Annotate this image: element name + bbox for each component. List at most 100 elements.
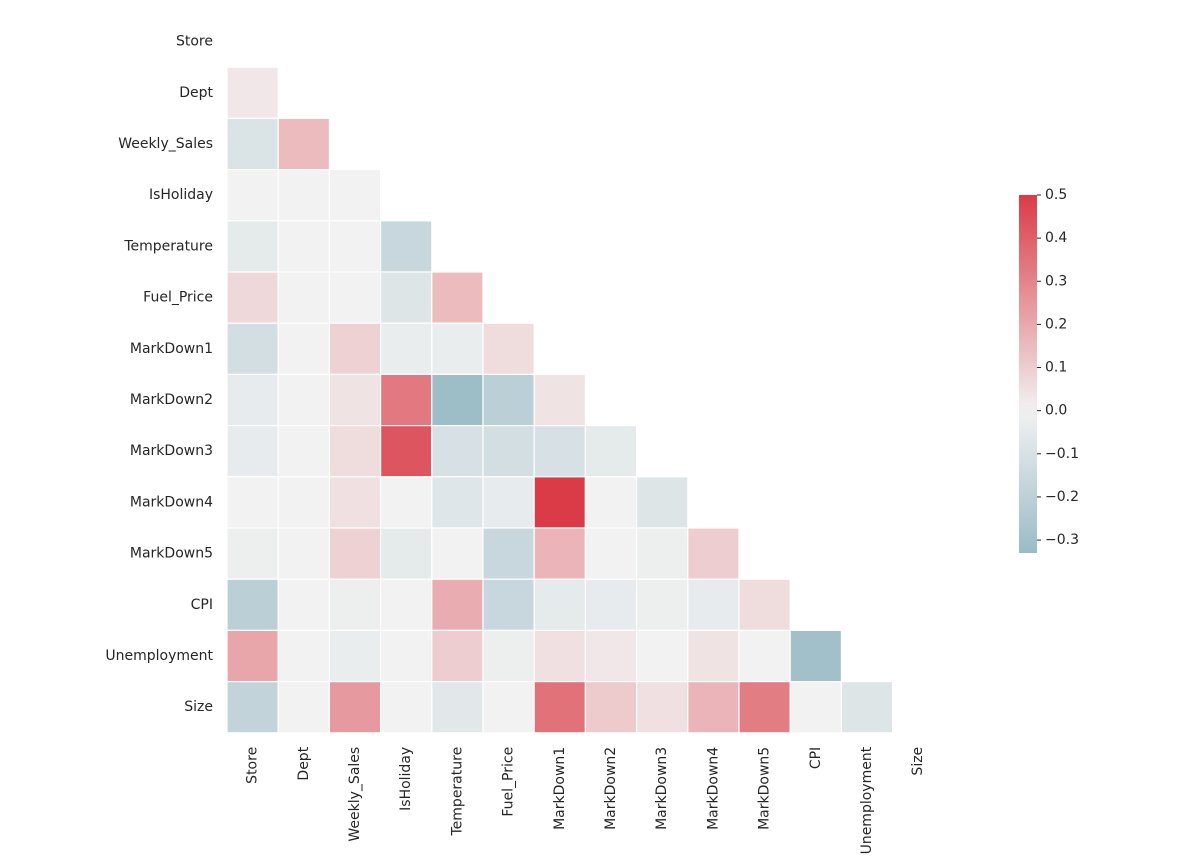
heatmap-cell-cpi-isholiday (380, 578, 433, 632)
heatmap-cell-markdown3-fuel_price (482, 425, 535, 478)
heatmap-cell-markdown5-fuel_price (482, 527, 535, 580)
heatmap-cell-isholiday-store (226, 169, 279, 222)
heatmap-cell-markdown5-store (226, 527, 279, 580)
heatmap-cell-weekly_sales-dept (277, 117, 331, 171)
heatmap-cell-size-markdown5 (738, 680, 791, 734)
heatmap-cell-markdown3-markdown2 (584, 425, 638, 478)
heatmap-cell-markdown2-temperature (431, 373, 484, 427)
heatmap-cell-temperature-dept (277, 220, 331, 273)
colorbar-tick-label: 0.1 (1045, 360, 1067, 376)
y-tick-label: IsHoliday (149, 187, 213, 203)
y-tick-label: Unemployment (105, 648, 213, 664)
x-tick-label: IsHoliday (398, 747, 414, 811)
heatmap-cell-cpi-markdown1 (533, 578, 587, 632)
heatmap-cell-size-temperature (431, 680, 484, 734)
y-tick-label: Dept (179, 85, 213, 101)
heatmap-cell-markdown2-markdown1 (533, 373, 587, 427)
heatmap-cell-isholiday-weekly_sales (328, 169, 382, 222)
x-tick-label: Fuel_Price (501, 747, 517, 817)
heatmap-cell-fuel_price-store (226, 271, 279, 324)
heatmap-cell-cpi-store (226, 578, 279, 632)
colorbar-tick-label: 0.4 (1045, 230, 1067, 246)
heatmap-cell-markdown4-dept (277, 476, 331, 529)
heatmap-cell-cpi-temperature (431, 578, 484, 632)
y-tick-labels: Store Dept Weekly_Sales IsHoliday Temperatur… (105, 34, 213, 716)
heatmap-cell-markdown3-markdown1 (533, 425, 587, 478)
heatmap-cell-markdown4-markdown1 (533, 476, 587, 529)
heatmap-cell-size-dept (277, 680, 331, 734)
heatmap-cell-markdown5-temperature (431, 527, 484, 580)
heatmap-cell-size-markdown3 (635, 680, 689, 734)
x-tick-labels: Store Dept Weekly_Sales IsHoliday Temperatur… (245, 746, 927, 854)
y-tick-label: MarkDown2 (130, 392, 213, 408)
heatmap-cell-unemployment-dept (277, 629, 331, 683)
heatmap-cell-size-isholiday (380, 680, 433, 734)
heatmap-cell-unemployment-markdown1 (533, 629, 587, 683)
heatmap-cell-temperature-isholiday (380, 220, 433, 273)
heatmap-cell-markdown2-dept (277, 373, 331, 427)
heatmap-cell-isholiday-dept (277, 169, 331, 222)
heatmap-cell-markdown3-dept (277, 425, 331, 478)
heatmap-cell-cpi-fuel_price (482, 578, 535, 632)
heatmap-cell-unemployment-markdown4 (687, 629, 740, 683)
heatmap-cell-weekly_sales-store (226, 117, 279, 171)
heatmap-cell-cpi-markdown3 (635, 578, 689, 632)
heatmap-cell-markdown1-weekly_sales (328, 322, 382, 376)
heatmap-cell-markdown5-markdown1 (533, 527, 587, 580)
heatmap-cell-markdown1-fuel_price (482, 322, 535, 376)
heatmap-cell-unemployment-temperature (431, 629, 484, 683)
heatmap-cell-fuel_price-temperature (431, 271, 484, 324)
colorbar-tick-label: 0.5 (1045, 187, 1067, 203)
colorbar-tick-label: −0.1 (1045, 446, 1079, 462)
heatmap-cell-fuel_price-isholiday (380, 271, 433, 324)
heatmap-cell-dept-store (226, 66, 279, 119)
heatmap-cell-markdown4-weekly_sales (328, 476, 382, 529)
y-tick-label: Weekly_Sales (118, 136, 213, 152)
heatmap-cell-unemployment-cpi (789, 629, 843, 683)
colorbar-tick-label: −0.3 (1045, 532, 1079, 548)
x-tick-label: MarkDown5 (757, 747, 773, 830)
heatmap-cell-size-markdown4 (687, 680, 740, 734)
x-tick-label: Temperature (449, 747, 465, 837)
heatmap-cell-markdown5-dept (277, 527, 331, 580)
heatmap-cell-unemployment-fuel_price (482, 629, 535, 683)
heatmap-cell-markdown1-store (226, 322, 279, 376)
heatmap-cell-markdown3-temperature (431, 425, 484, 478)
heatmap-cell-markdown5-weekly_sales (328, 527, 382, 580)
heatmap-cell-markdown3-weekly_sales (328, 425, 382, 478)
heatmap-cell-unemployment-markdown5 (738, 629, 791, 683)
heatmap-cell-markdown4-markdown2 (584, 476, 638, 529)
heatmap-cell-markdown4-temperature (431, 476, 484, 529)
x-tick-label: Size (910, 747, 926, 776)
heatmap-cell-cpi-weekly_sales (328, 578, 382, 632)
colorbar-tick-label: 0.2 (1045, 316, 1067, 332)
y-tick-label: Fuel_Price (143, 290, 213, 306)
colorbar-tick-label: 0.3 (1045, 273, 1067, 289)
heatmap-cell-markdown5-markdown4 (687, 527, 740, 580)
y-tick-label: CPI (191, 597, 213, 613)
colorbar-tick-label: 0.0 (1045, 403, 1067, 419)
heatmap-cell-temperature-store (226, 220, 279, 273)
y-tick-label: Size (184, 699, 213, 715)
heatmap-cell-fuel_price-weekly_sales (328, 271, 382, 324)
heatmap-cell-markdown2-weekly_sales (328, 373, 382, 427)
heatmap-cell-markdown5-markdown3 (635, 527, 689, 580)
heatmap-cell-markdown1-temperature (431, 322, 484, 376)
heatmap-cell-unemployment-weekly_sales (328, 629, 382, 683)
heatmap-cell-markdown4-fuel_price (482, 476, 535, 529)
heatmap-cell-markdown3-store (226, 425, 279, 478)
y-tick-label: Store (176, 34, 213, 50)
heatmap-cell-size-markdown1 (533, 680, 587, 734)
heatmap-cell-size-store (226, 680, 279, 734)
heatmap-cell-markdown5-isholiday (380, 527, 433, 580)
heatmap-cell-size-unemployment (840, 680, 894, 734)
heatmap-cell-markdown4-markdown3 (635, 476, 689, 529)
colorbar-gradient (1019, 195, 1037, 553)
heatmap-cell-unemployment-markdown2 (584, 629, 638, 683)
heatmap-cell-markdown3-isholiday (380, 425, 433, 478)
heatmap-cell-markdown2-isholiday (380, 373, 433, 427)
heatmap-cell-markdown1-isholiday (380, 322, 433, 376)
heatmap-cell-cpi-markdown4 (687, 578, 740, 632)
